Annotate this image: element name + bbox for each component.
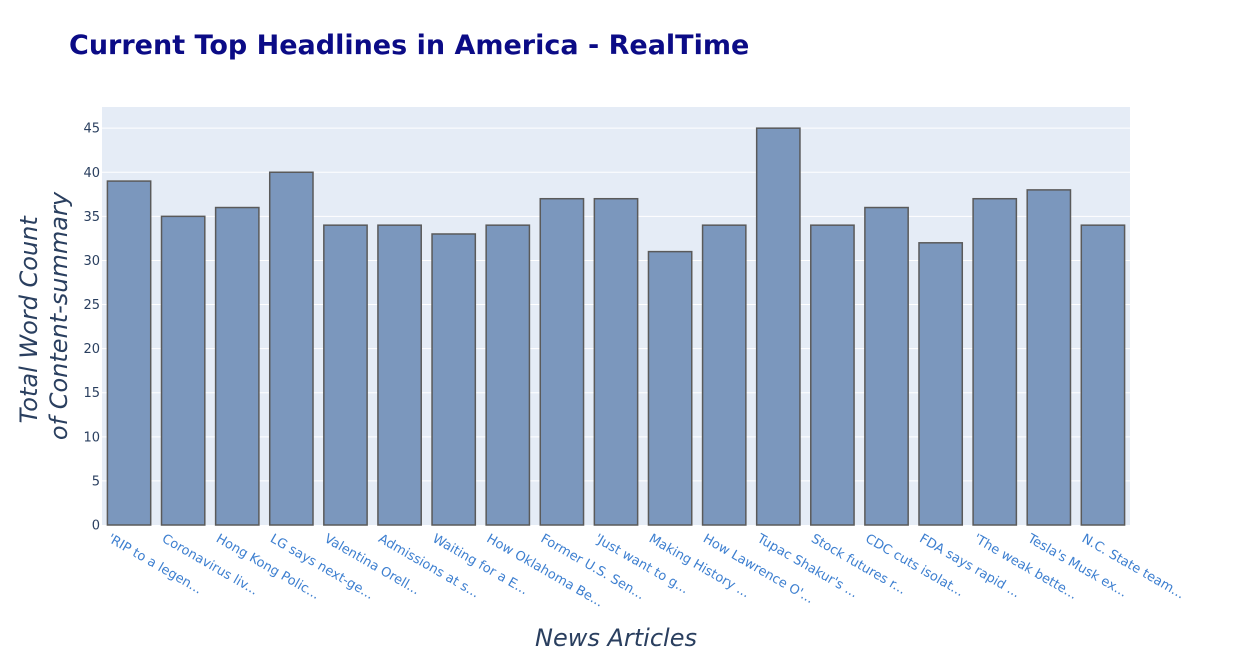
bar[interactable] [377,224,422,526]
x-axis-ticks: 'RIP to a legen...Coronavirus liv...Hong… [105,531,1187,611]
y-axis-title-line-2: of Content-summary [45,191,73,440]
bar[interactable] [160,215,206,526]
y-tick-label: 15 [83,386,100,401]
y-tick-label: 20 [83,342,100,357]
bar[interactable] [106,180,152,526]
bar[interactable] [647,250,693,526]
y-axis-ticks: 0 5 10 15 20 25 30 35 40 45 [83,122,100,534]
bar[interactable] [323,224,368,526]
bars [106,127,1126,526]
bar[interactable] [539,197,585,526]
y-tick-label: 0 [92,519,100,534]
bar[interactable] [755,127,801,526]
bar[interactable] [214,206,260,526]
x-tick-label: Making History ... [646,531,752,601]
y-tick-label: 45 [83,122,100,137]
x-axis-title: News Articles [535,624,697,652]
y-tick-label: 25 [83,298,100,313]
y-tick-label: 30 [83,254,100,269]
bar[interactable] [864,206,909,526]
y-tick-label: 10 [83,430,100,445]
bar[interactable] [593,197,639,526]
x-tick-label: Admissions at s... [376,531,482,601]
x-tick-label: CDC cuts isolat... [863,531,967,600]
bar[interactable] [810,224,855,526]
bar[interactable] [972,197,1018,526]
y-axis-title-line-1: Total Word Count [15,215,43,424]
y-axis-title: Total Word Count of Content-summary [15,191,73,440]
bar[interactable] [701,224,747,526]
bar[interactable] [1026,189,1072,526]
bar[interactable] [485,224,531,526]
y-tick-label: 5 [92,474,100,489]
chart-title: Current Top Headlines in America - RealT… [69,30,750,61]
x-tick-label: 'RIP to a legen... [105,531,204,597]
x-tick-label: FDA says rapid ... [917,531,1023,601]
bar[interactable] [431,233,477,526]
bar[interactable] [1080,224,1126,526]
x-tick-label: Coronavirus liv... [159,531,260,598]
bar[interactable] [268,171,314,526]
bar[interactable] [918,242,964,526]
y-tick-label: 40 [83,166,100,181]
y-tick-label: 35 [83,210,100,225]
